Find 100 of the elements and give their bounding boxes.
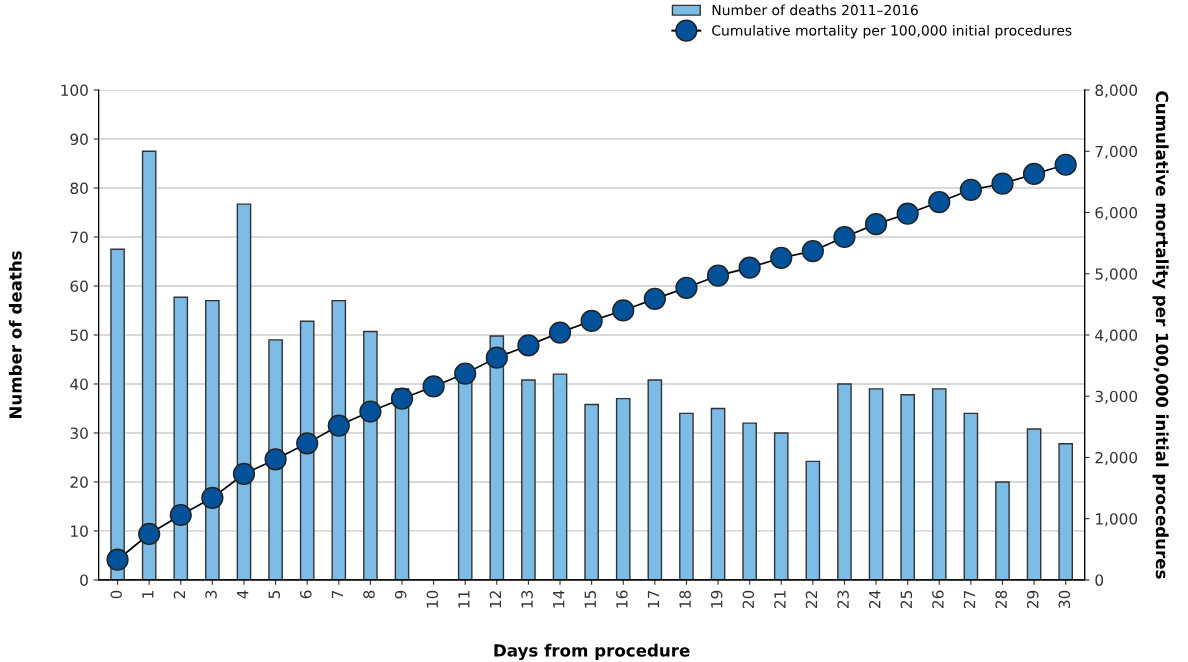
point	[959, 178, 982, 201]
x-tick-label: 14	[553, 590, 565, 608]
x-tick-label: 16	[616, 590, 628, 608]
y2-tick-label: 2,000	[1095, 451, 1138, 466]
x-tick-label: 0	[110, 590, 122, 599]
bar	[837, 383, 852, 580]
point	[928, 190, 951, 214]
y2-tick-label: 4,000	[1095, 329, 1138, 343]
bar	[679, 412, 694, 580]
bar	[141, 150, 157, 580]
legend-label: Number of deaths 2011–2016	[712, 4, 918, 16]
y-tick-label: 90	[70, 133, 88, 146]
bar	[584, 403, 599, 580]
point	[106, 548, 129, 571]
x-tick-label: 11	[458, 591, 470, 608]
bar	[742, 422, 757, 580]
x-tick-label: 2	[173, 591, 185, 599]
bar	[868, 388, 884, 580]
point	[833, 225, 856, 249]
x-tick-label: 12	[489, 591, 502, 608]
point	[801, 239, 824, 263]
y2-tick-label: 7,000	[1095, 145, 1138, 159]
x-tick-label: 22	[805, 591, 818, 608]
y2-tick-label: 1,000	[1096, 513, 1138, 527]
x-tick-label: 30	[1058, 590, 1071, 608]
point	[1054, 153, 1077, 176]
y-tick-label: 40	[70, 378, 88, 390]
x-tick-label: 28	[995, 590, 1007, 608]
y-tick-label: 50	[70, 329, 88, 341]
bar	[615, 397, 631, 580]
y2-tick-label: 8,000	[1095, 84, 1138, 98]
x-tick-label: 1	[142, 591, 154, 598]
bar	[1058, 443, 1074, 580]
y-tick-label: 10	[71, 525, 88, 537]
point	[327, 414, 350, 437]
bar	[489, 335, 505, 580]
x-tick-label: 23	[837, 590, 849, 608]
point	[738, 256, 761, 279]
point	[1022, 162, 1046, 186]
x-tick-label: 18	[679, 590, 691, 608]
bar	[205, 299, 220, 580]
point	[296, 432, 319, 455]
point	[612, 299, 635, 322]
bar	[900, 394, 915, 580]
y2-tick-label: 5,000	[1095, 268, 1138, 282]
bar	[173, 296, 189, 580]
bar	[236, 203, 252, 580]
point	[643, 287, 666, 310]
point	[896, 202, 919, 225]
point	[675, 276, 698, 299]
x-tick-label: 8	[363, 590, 375, 599]
point	[517, 334, 540, 357]
x-tick-label: 6	[300, 590, 312, 599]
point	[770, 246, 793, 269]
x-tick-label: 3	[205, 590, 217, 599]
bar	[931, 388, 947, 580]
x-tick-label: 7	[331, 590, 344, 599]
x-tick-label: 26	[932, 590, 944, 608]
point	[201, 486, 224, 509]
point	[422, 375, 445, 398]
y-tick-label: 70	[70, 231, 88, 244]
x-tick-label: 15	[584, 590, 597, 608]
y2-tick-label: 3,000	[1095, 390, 1138, 404]
bar	[299, 320, 315, 580]
x-tick-label: 24	[868, 590, 881, 608]
x-axis-title: Days from procedure	[494, 643, 690, 661]
x-tick-label: 27	[963, 590, 976, 608]
x-tick-label: 19	[710, 590, 723, 608]
point	[390, 387, 414, 410]
x-tick-label: 29	[1026, 590, 1039, 608]
y-tick-label: 30	[70, 427, 88, 439]
point	[359, 400, 382, 423]
x-tick-label: 21	[774, 591, 786, 608]
x-tick-label: 10	[426, 590, 439, 608]
bar	[773, 432, 789, 580]
x-tick-label: 13	[521, 590, 533, 608]
bar	[963, 412, 979, 580]
bar	[552, 373, 568, 580]
point	[454, 362, 477, 385]
point	[548, 321, 572, 344]
x-tick-label: 20	[742, 590, 755, 608]
bar	[710, 407, 726, 580]
x-tick-label: 17	[647, 590, 660, 608]
y-tick-label: 60	[70, 280, 88, 293]
bar	[521, 379, 536, 580]
point	[169, 503, 192, 527]
bar	[647, 379, 663, 580]
point	[232, 462, 256, 486]
y2-axis-title: Cumulative mortality per 100,000 initial procedures	[1152, 91, 1169, 579]
point	[991, 172, 1014, 195]
y-axis-title: Number of deaths	[8, 251, 22, 419]
point	[864, 213, 888, 236]
y-tick-label: 100	[61, 84, 88, 97]
x-tick-label: 9	[394, 590, 407, 599]
legend-label: Cumulative mortality per 100,000 initial procedures	[712, 24, 1072, 39]
x-tick-label: 25	[900, 590, 913, 608]
point	[580, 309, 603, 332]
bar	[995, 481, 1010, 580]
bar	[805, 460, 821, 580]
y-tick-label: 20	[70, 476, 88, 488]
